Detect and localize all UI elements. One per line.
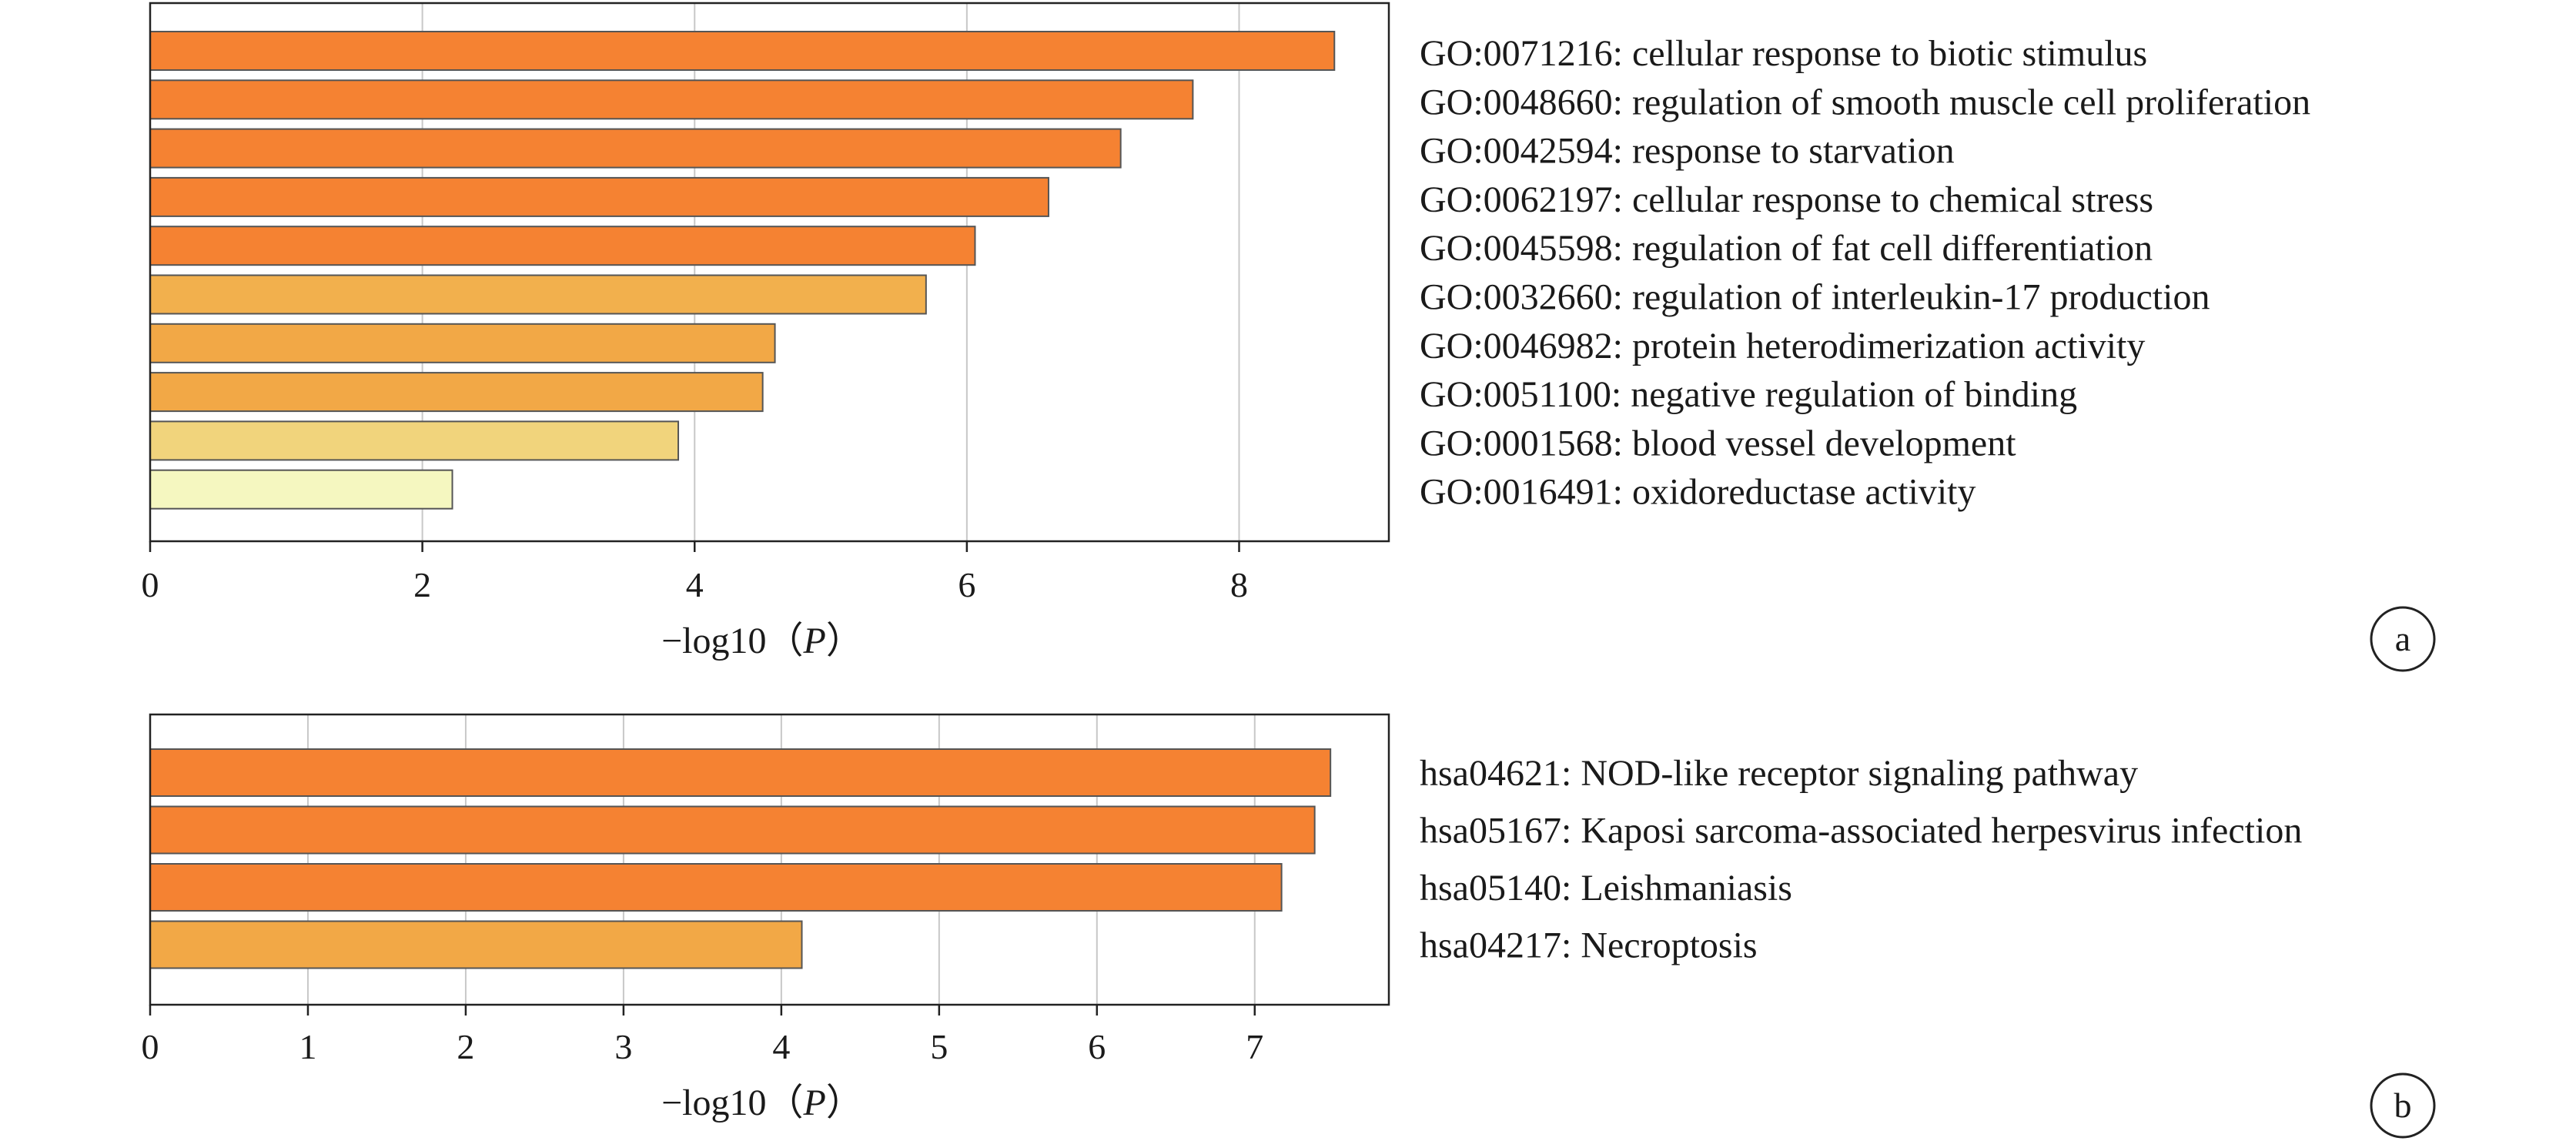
chart-panel-a: 0 2 4 6 8 −log10（P） GO:0071216: cellular respo… [142, 2, 2436, 672]
bar [149, 469, 453, 510]
bar [149, 323, 776, 363]
bar [149, 748, 1332, 797]
term-label: hsa05140: Leishmaniasis [1420, 868, 1792, 908]
term-label: hsa04621: NOD-like receptor signaling pa… [1420, 753, 2138, 794]
term-label: GO:0016491: oxidoreductase activity [1420, 472, 1976, 513]
panel-letter-circle [2370, 1072, 2436, 1139]
term-label: GO:0071216: cellular response to biotic … [1420, 33, 2147, 74]
term-label: GO:0042594: response to starvation [1420, 131, 1955, 172]
x-tick-label: 4 [686, 565, 704, 604]
bar [149, 128, 1122, 169]
panel-letter: a [2395, 619, 2410, 658]
bar [149, 372, 764, 413]
x-axis-title: −log10（P） [661, 1082, 863, 1123]
bar [149, 863, 1283, 912]
bar [149, 920, 803, 969]
x-tick-label: 4 [772, 1027, 790, 1066]
bar [149, 79, 1194, 120]
x-tick-label: 8 [1230, 565, 1248, 604]
bar [149, 176, 1049, 217]
bar [149, 31, 1336, 71]
x-tick-label: 0 [142, 1027, 159, 1066]
x-tick-label: 2 [413, 565, 431, 604]
x-tick-label: 5 [930, 1027, 948, 1066]
term-label: hsa05167: Kaposi sarcoma-associated herp… [1420, 811, 2302, 852]
plot-frame [149, 2, 1390, 543]
bar [149, 805, 1316, 855]
x-tick-label: 6 [958, 565, 975, 604]
term-label: GO:0001568: blood vessel development [1420, 423, 2016, 463]
x-tick-label: 3 [614, 1027, 632, 1066]
term-label: GO:0048660: regulation of smooth muscle … [1420, 82, 2310, 122]
term-label: GO:0046982: protein heterodimerization a… [1420, 326, 2145, 366]
term-label: GO:0051100: negative regulation of bindi… [1420, 374, 2077, 415]
x-tick-label: 7 [1246, 1027, 1263, 1066]
panel-letter: b [2394, 1086, 2412, 1125]
term-label: hsa04217: Necroptosis [1420, 925, 1758, 966]
panel-letter-circle [2370, 606, 2436, 672]
term-label: GO:0062197: cellular response to chemica… [1420, 179, 2153, 220]
bar [149, 226, 976, 266]
x-tick-label: 0 [142, 565, 159, 604]
term-label: GO:0032660: regulation of interleukin-17… [1420, 277, 2210, 318]
term-label: GO:0045598: regulation of fat cell diffe… [1420, 228, 2153, 269]
x-tick-label: 1 [299, 1027, 316, 1066]
bar [149, 274, 927, 315]
x-tick-label: 2 [457, 1027, 474, 1066]
x-tick-label: 6 [1088, 1027, 1106, 1066]
bar [149, 420, 680, 461]
x-axis-title: −log10（P） [661, 621, 863, 661]
plot-frame [149, 713, 1390, 1006]
chart-panel-b: 0 1 2 3 4 5 6 7 −log10（P） hsa04621: NOD-like rece… [142, 713, 2436, 1139]
